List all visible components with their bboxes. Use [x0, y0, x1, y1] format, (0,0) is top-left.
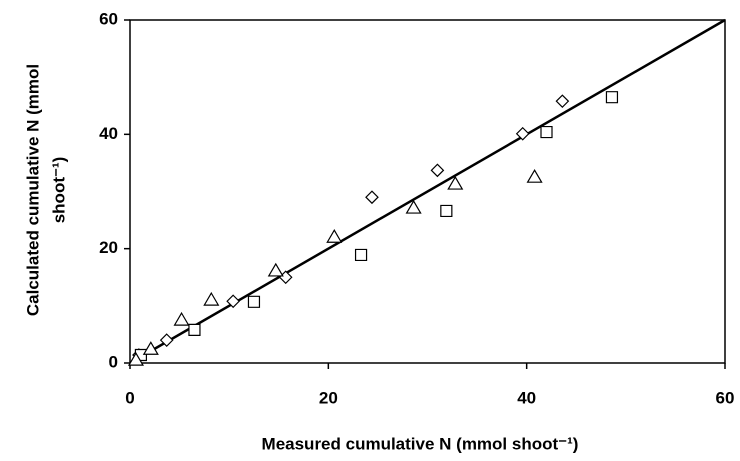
reference-line: [129, 18, 726, 365]
data-point: [354, 248, 368, 262]
data-point: [605, 91, 619, 104]
x-tick-label: 40: [517, 388, 536, 407]
plot-frame: [129, 19, 726, 364]
data-point: [365, 190, 379, 205]
x-tick-label: 0: [125, 388, 134, 407]
y-tick-label: 0: [109, 352, 118, 371]
y-tick-label: 60: [99, 9, 118, 28]
data-point: [267, 262, 284, 277]
data-point: [326, 229, 343, 243]
data-point: [440, 204, 453, 218]
x-tick-label: 20: [319, 388, 338, 407]
data-point: [555, 94, 570, 109]
data-point: [127, 351, 144, 366]
y-tick-label: 40: [99, 124, 118, 143]
y-tick-label: 20: [99, 238, 118, 257]
data-point: [526, 169, 543, 183]
data-point: [515, 126, 530, 141]
y-axis-label: Calculated cumulative N (mmol shoot⁻¹): [23, 64, 68, 316]
data-point: [405, 199, 422, 214]
y-axis-label-line: shoot⁻¹): [49, 157, 68, 224]
data-point: [430, 163, 445, 178]
x-tick-label: 60: [716, 388, 735, 407]
data-point: [159, 333, 174, 347]
data-point: [203, 291, 220, 306]
y-axis-label-line: Calculated cumulative N (mmol: [23, 64, 42, 316]
data-point: [247, 295, 261, 308]
data-point: [540, 125, 553, 139]
data-point: [447, 175, 464, 190]
data-point: [173, 311, 190, 326]
data-point: [226, 294, 240, 309]
data-point: [142, 341, 159, 355]
data-point: [188, 323, 201, 336]
x-axis-label: Measured cumulative N (mmol shoot⁻¹): [262, 434, 579, 453]
